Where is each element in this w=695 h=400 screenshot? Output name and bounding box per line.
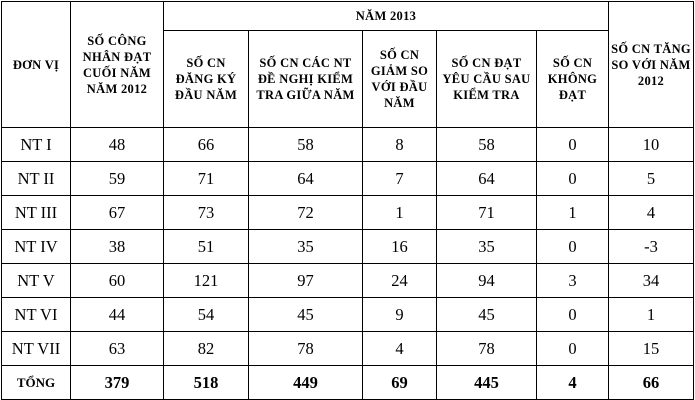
number-cell: 82 <box>163 331 249 366</box>
data-row: NT VI 44 54 45 9 45 0 1 <box>1 297 694 332</box>
total-cell: 66 <box>608 365 694 400</box>
number-cell: 59 <box>70 161 164 196</box>
data-row: NT IV 38 51 35 16 35 0 -3 <box>1 229 694 264</box>
number-cell: 35 <box>248 229 363 264</box>
unit-cell: NT IV <box>1 229 71 264</box>
header-cell: ĐƠN VỊ <box>1 1 71 128</box>
number-cell: 51 <box>163 229 249 264</box>
number-cell: 0 <box>536 127 609 162</box>
number-cell: 64 <box>436 161 537 196</box>
header-cell: SỐ CÔNG NHÂN ĐẠT CUỐI NĂM NĂM 2012 <box>70 1 164 128</box>
number-cell: 71 <box>163 161 249 196</box>
number-cell: 7 <box>362 161 437 196</box>
number-cell: 54 <box>163 297 249 332</box>
header-row: SỐ CN ĐĂNG KÝ ĐẦU NĂM SỐ CN CÁC NT ĐỀ NGH… <box>2 30 694 128</box>
number-cell: 9 <box>362 297 437 332</box>
data-row: NT III 67 73 72 1 71 1 4 <box>1 195 694 230</box>
header-row: ĐƠN VỊ SỐ CÔNG NHÂN ĐẠT CUỐI NĂM NĂM 201… <box>1 1 694 128</box>
number-cell: 3 <box>536 263 609 298</box>
number-cell: 5 <box>608 161 694 196</box>
number-cell: 94 <box>436 263 537 298</box>
number-cell: 44 <box>70 297 164 332</box>
number-cell: 58 <box>248 127 363 162</box>
header-cell: SỐ CN GIẢM SO VỚI ĐẦU NĂM <box>362 30 437 128</box>
number-cell: 45 <box>248 297 363 332</box>
unit-cell: NT V <box>1 263 71 298</box>
number-cell: 97 <box>248 263 363 298</box>
table-body: NT I 48 66 58 8 58 0 10 NT II 59 71 64 7 64 0 5 NT III 67… <box>1 127 694 400</box>
number-cell: 0 <box>536 161 609 196</box>
unit-cell: NT VI <box>1 297 71 332</box>
number-cell: 78 <box>248 331 363 366</box>
total-cell: 518 <box>163 365 249 400</box>
number-cell: 34 <box>608 263 694 298</box>
number-cell: 0 <box>536 229 609 264</box>
data-row: NT V 60 121 97 24 94 3 34 <box>1 263 694 298</box>
number-cell: 121 <box>163 263 249 298</box>
unit-cell: NT III <box>1 195 71 230</box>
data-row: NT VII 63 82 78 4 78 0 15 <box>1 331 694 366</box>
number-cell: 71 <box>436 195 537 230</box>
data-row: NT II 59 71 64 7 64 0 5 <box>1 161 694 196</box>
total-cell: 4 <box>536 365 609 400</box>
unit-cell: NT I <box>1 127 71 162</box>
number-cell: 1 <box>536 195 609 230</box>
total-cell: 69 <box>362 365 437 400</box>
number-cell: 35 <box>436 229 537 264</box>
number-cell: 4 <box>362 331 437 366</box>
header-cell: SỐ CN ĐẠT YÊU CẦU SAU KIỂM TRA <box>436 30 537 128</box>
header-cell: NĂM 2013 <box>163 1 609 31</box>
number-cell: 78 <box>436 331 537 366</box>
number-cell: 8 <box>362 127 437 162</box>
number-cell: 4 <box>608 195 694 230</box>
header-cell: SỐ CN ĐĂNG KÝ ĐẦU NĂM <box>163 30 249 128</box>
number-cell: 16 <box>362 229 437 264</box>
number-cell: -3 <box>608 229 694 264</box>
number-cell: 0 <box>536 331 609 366</box>
header-cell: SỐ CN KHÔNG ĐẠT <box>536 30 609 128</box>
number-cell: 0 <box>536 297 609 332</box>
number-cell: 58 <box>436 127 537 162</box>
header-cell: SỐ CN TĂNG SO VỚI NĂM 2012 <box>608 1 694 128</box>
total-cell: 449 <box>248 365 363 400</box>
total-row: TỔNG 379 518 449 69 445 4 66 <box>1 365 694 400</box>
total-cell: 445 <box>436 365 537 400</box>
data-row: NT I 48 66 58 8 58 0 10 <box>1 127 694 162</box>
number-cell: 60 <box>70 263 164 298</box>
number-cell: 45 <box>436 297 537 332</box>
number-cell: 15 <box>608 331 694 366</box>
number-cell: 72 <box>248 195 363 230</box>
number-cell: 67 <box>70 195 164 230</box>
number-cell: 66 <box>163 127 249 162</box>
number-cell: 38 <box>70 229 164 264</box>
number-cell: 73 <box>163 195 249 230</box>
header-cell: SỐ CN CÁC NT ĐỀ NGHỊ KIỂM TRA GIỮA NĂM <box>248 30 363 128</box>
number-cell: 10 <box>608 127 694 162</box>
number-cell: 24 <box>362 263 437 298</box>
total-cell: 379 <box>70 365 164 400</box>
unit-cell: NT VII <box>1 331 71 366</box>
total-label: TỔNG <box>1 365 71 400</box>
number-cell: 1 <box>362 195 437 230</box>
unit-cell: NT II <box>1 161 71 196</box>
number-cell: 63 <box>70 331 164 366</box>
number-cell: 64 <box>248 161 363 196</box>
number-cell: 48 <box>70 127 164 162</box>
number-cell: 1 <box>608 297 694 332</box>
